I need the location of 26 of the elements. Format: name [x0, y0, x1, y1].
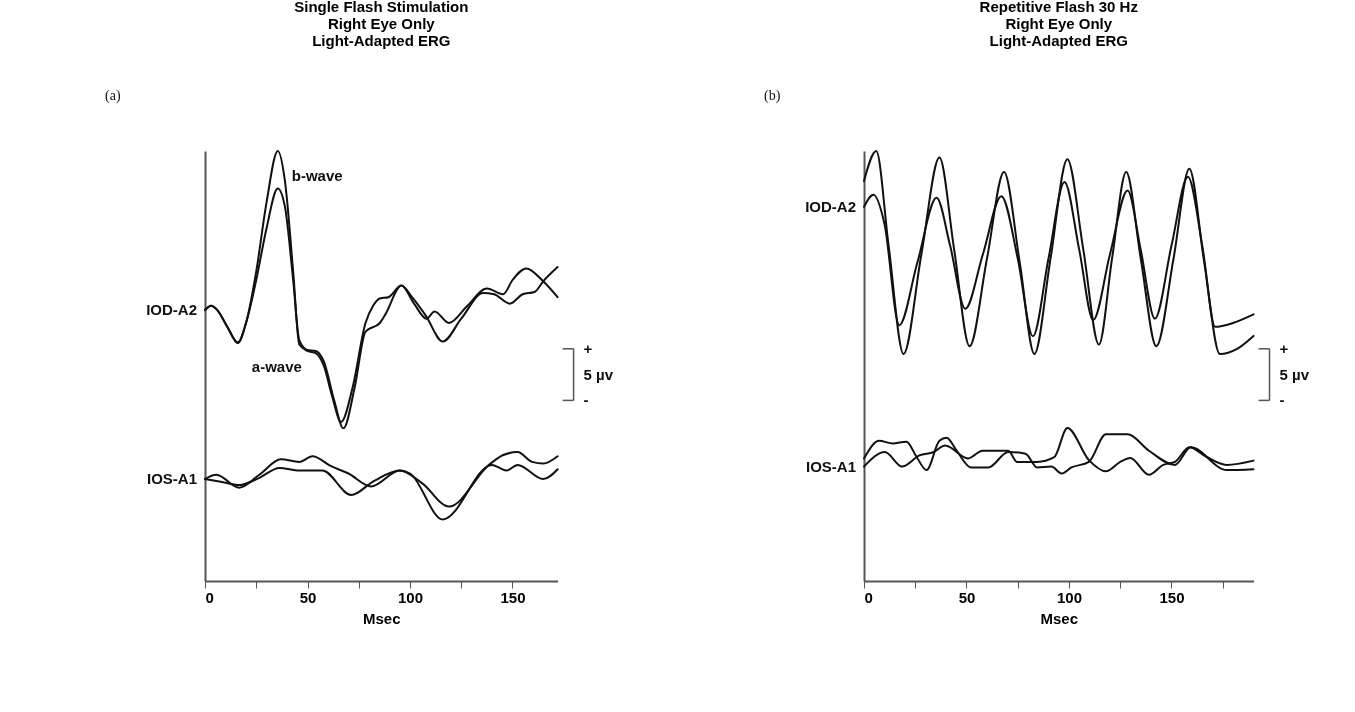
x-axis-title: Msec	[1040, 609, 1079, 627]
x-tick-label: 50	[299, 588, 317, 606]
annotation: IOS-A1	[805, 457, 856, 475]
text: 5 µv	[1279, 365, 1310, 383]
x-tick-label: 150	[1159, 588, 1185, 606]
chart-title: Single Flash Stimulation Right Eye Only Light-Adapted ERG	[294, 0, 469, 49]
annotation: a-wave	[251, 358, 302, 376]
text: -	[583, 391, 589, 409]
x-tick-label: 100	[1056, 588, 1083, 606]
text: -	[1279, 391, 1285, 409]
x-tick-label: 100	[397, 588, 424, 606]
annotation: IOD-A2	[805, 197, 856, 215]
text: (a)	[105, 88, 121, 104]
chart-title: Repetitive Flash 30 Hz Right Eye Only Light-Adapted ERG	[979, 0, 1138, 49]
text: (b)	[764, 88, 781, 104]
x-tick-label: 50	[958, 588, 976, 606]
annotation: b-wave	[291, 167, 343, 184]
annotation: IOS-A1	[146, 470, 197, 488]
text: 5 µv	[583, 365, 614, 383]
x-tick-label: 0	[205, 588, 214, 606]
text: +	[1279, 339, 1289, 357]
annotation: IOD-A2	[146, 301, 197, 319]
x-tick-label: 0	[864, 588, 873, 606]
x-axis-title: Msec	[363, 609, 401, 627]
x-tick-label: 150	[500, 588, 526, 606]
text: +	[583, 339, 593, 357]
